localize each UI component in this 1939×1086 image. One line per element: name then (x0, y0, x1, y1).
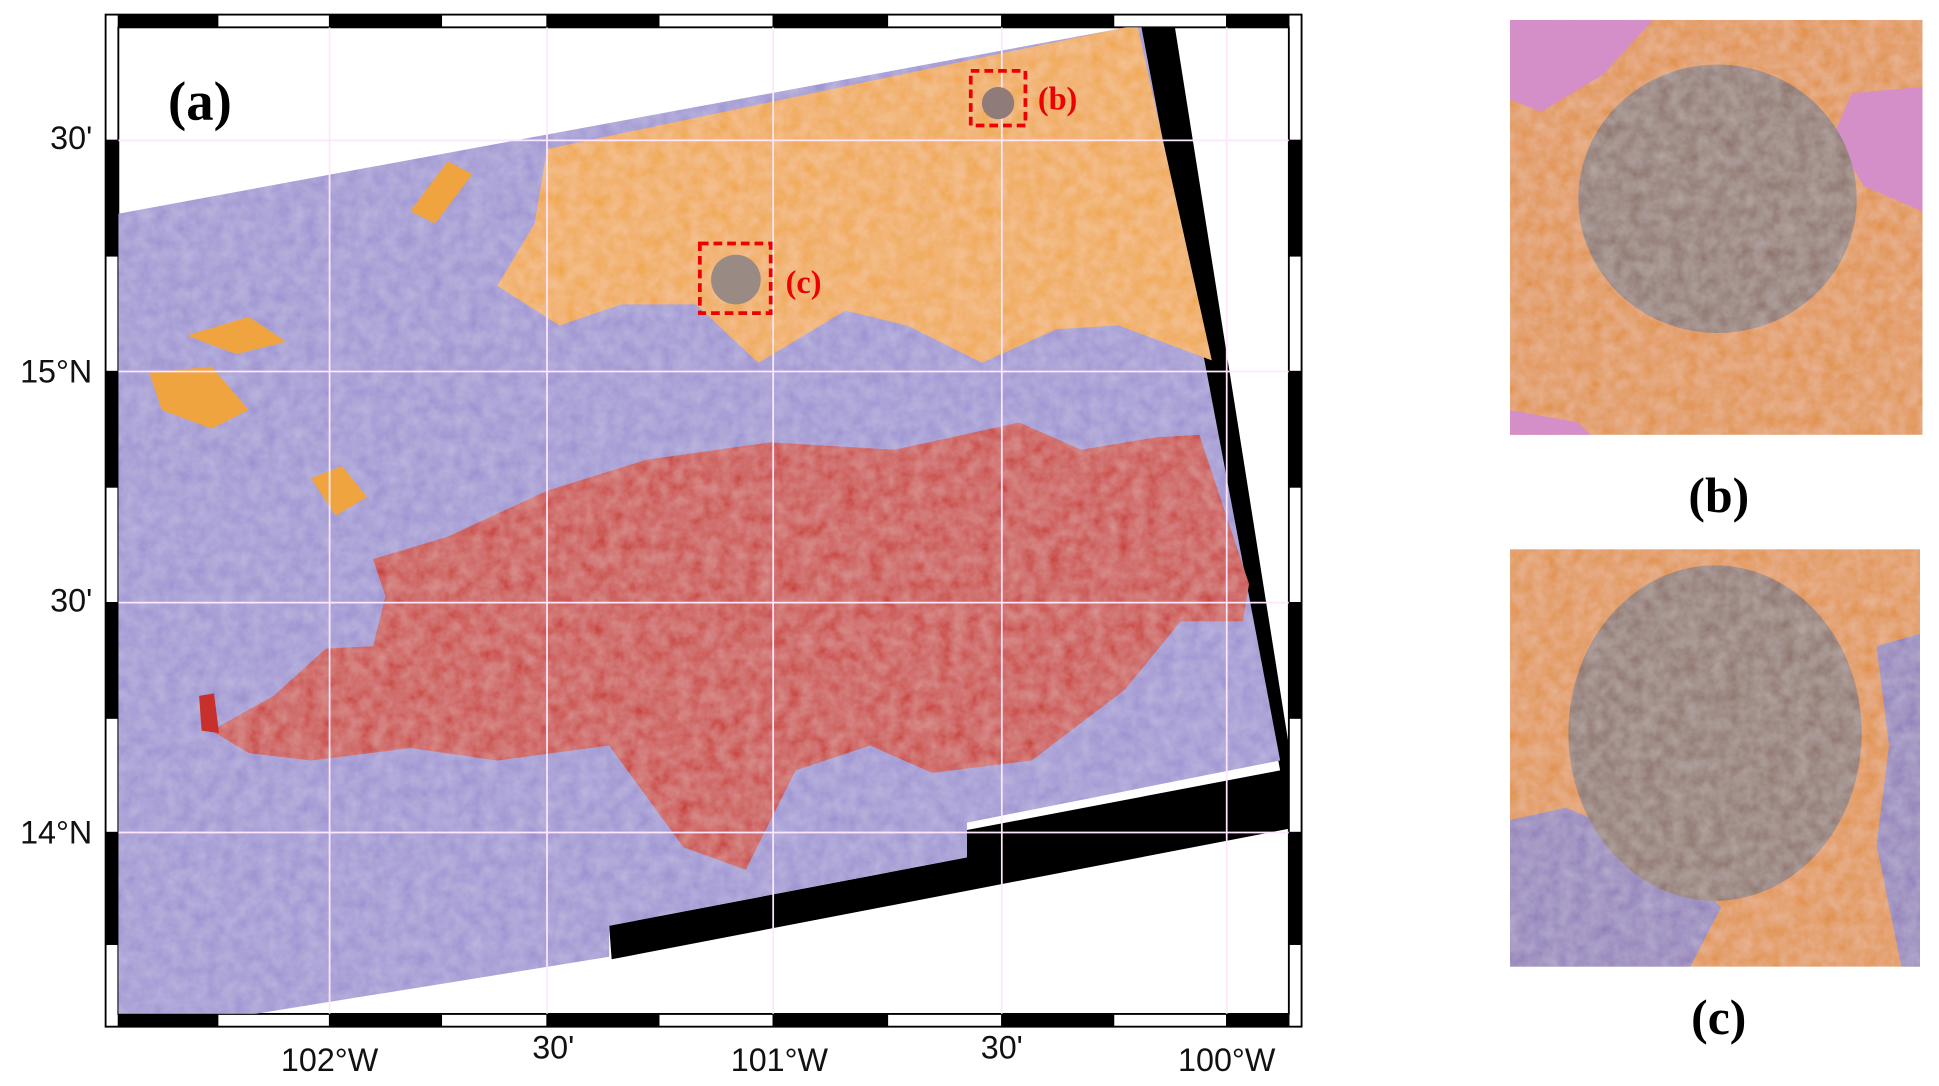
class-red (211, 422, 1250, 870)
frame-segment (105, 831, 119, 945)
frame-segment (105, 139, 119, 257)
frame-segment (105, 255, 119, 373)
frame-segment (1113, 1013, 1228, 1027)
frame-segment (1113, 14, 1228, 28)
inset-b: (b) (1510, 19, 1923, 523)
panel-label: (a) (168, 70, 232, 131)
map-panel: (a) (b) (c) 102°W 30' 101°W 30' 100°W 30… (20, 13, 1303, 1078)
frame-segment (886, 14, 1003, 28)
frame-checker (105, 14, 1302, 1027)
x-tick-label: 30' (532, 1030, 574, 1066)
class-orange (497, 27, 1212, 363)
x-tick-label: 101°W (731, 1042, 829, 1078)
frame-segment (105, 602, 119, 719)
y-tick-label: 30' (50, 582, 92, 618)
y-tick-label: 30' (50, 120, 92, 156)
frame-segment (105, 717, 119, 834)
y-tick-label: 14°N (20, 815, 92, 851)
frame-segment (546, 14, 660, 28)
frame-segment (1001, 14, 1115, 28)
class-orange-patch (410, 161, 473, 224)
sar-image (118, 27, 1289, 1014)
box-label: (c) (786, 264, 822, 300)
x-tick-label: 30' (981, 1030, 1023, 1066)
frame-segment (105, 943, 119, 1027)
frame-segment (105, 370, 119, 488)
inset-c: (c) (1510, 549, 1921, 1045)
frame-segment (1288, 717, 1302, 834)
frame-segment (886, 1013, 1003, 1027)
frame-segment (105, 1013, 219, 1027)
box-b (968, 68, 1028, 128)
class-red-patch (199, 693, 219, 734)
frame-segment (440, 14, 548, 28)
frame-segment (1288, 370, 1302, 488)
frame-segment (217, 14, 331, 28)
frame-segment (328, 14, 443, 28)
frame-segment (105, 14, 219, 28)
frame-segment (1288, 602, 1302, 719)
class-pink (1833, 86, 1923, 212)
frame-segment (1001, 1013, 1115, 1027)
inset-label: (c) (1691, 990, 1746, 1045)
frame-segment (658, 14, 774, 28)
frame-segment (217, 1013, 331, 1027)
class-pink (1510, 410, 1591, 435)
frame-segment (772, 1013, 889, 1027)
class-orange-patch (310, 465, 367, 516)
x-tick-label: 100°W (1178, 1042, 1276, 1078)
class-purple (1510, 807, 1722, 967)
eddy (1578, 64, 1857, 334)
frame-segment (1288, 831, 1302, 945)
frame-segment (1288, 14, 1302, 142)
frame-segment (658, 1013, 774, 1027)
box-label: (b) (1038, 80, 1077, 116)
x-tick-label: 102°W (281, 1042, 379, 1078)
eddy (981, 86, 1015, 120)
inset-label: (b) (1688, 468, 1749, 523)
eddy (711, 254, 761, 305)
class-pink (1510, 19, 1653, 112)
frame-segment (772, 14, 889, 28)
graticule (118, 27, 1289, 1014)
frame-segment (546, 1013, 660, 1027)
class-orange-patch (186, 316, 287, 355)
class-purple (1876, 633, 1921, 967)
frame-segment (328, 1013, 443, 1027)
frame-segment (1288, 139, 1302, 257)
frame-segment (105, 486, 119, 604)
frame-segment (1288, 943, 1302, 1027)
frame-segment (105, 14, 119, 142)
class-orange-patch (149, 366, 249, 429)
y-tick-label: 15°N (20, 354, 92, 390)
eddy (1568, 565, 1862, 901)
frame-segment (1288, 486, 1302, 604)
frame-segment (1288, 255, 1302, 373)
frame-segment (440, 1013, 548, 1027)
